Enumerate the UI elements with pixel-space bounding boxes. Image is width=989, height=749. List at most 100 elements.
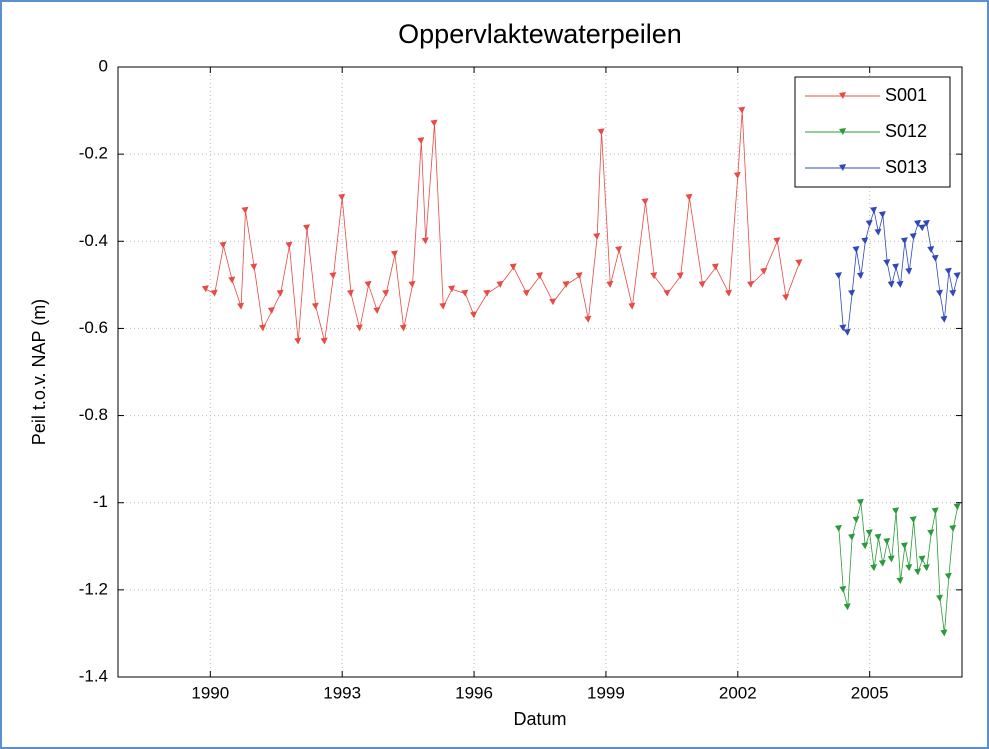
data-point: [228, 276, 236, 284]
data-point: [641, 198, 649, 206]
data-point: [303, 224, 311, 232]
data-point: [311, 302, 319, 310]
data-point: [795, 259, 803, 267]
data-point: [878, 559, 886, 567]
data-point: [953, 272, 961, 280]
data-point: [922, 219, 930, 227]
data-point: [430, 119, 438, 127]
data-point: [914, 219, 922, 227]
legend-label: S001: [885, 85, 927, 105]
data-point: [909, 232, 917, 240]
data-point: [878, 211, 886, 219]
y-tick-label: -0.8: [79, 405, 108, 424]
series-line: [205, 110, 800, 342]
data-point: [201, 285, 209, 293]
data-point: [241, 206, 249, 214]
data-point: [448, 285, 456, 293]
series-line: [838, 209, 958, 334]
y-tick-label: -0.2: [79, 144, 108, 163]
data-point: [549, 298, 557, 306]
data-point: [575, 272, 583, 280]
data-point: [399, 324, 407, 332]
data-point: [900, 237, 908, 245]
data-point: [650, 272, 658, 280]
data-point: [874, 533, 882, 541]
y-tick-label: -1.2: [79, 579, 108, 598]
data-point: [940, 315, 948, 323]
data-point: [584, 315, 592, 323]
y-tick-label: -0.4: [79, 231, 108, 250]
y-tick-label: 0: [99, 56, 108, 75]
data-point: [856, 498, 864, 506]
data-point: [285, 241, 293, 249]
data-point: [615, 246, 623, 253]
data-point: [931, 254, 939, 262]
data-point: [522, 289, 530, 297]
data-point: [408, 280, 416, 288]
legend-label: S012: [885, 121, 927, 141]
data-point: [382, 289, 390, 297]
data-point: [931, 507, 939, 515]
data-point: [870, 206, 878, 214]
data-point: [865, 529, 873, 537]
data-point: [390, 250, 398, 258]
plot-box: [117, 66, 963, 678]
data-point: [839, 585, 847, 593]
x-tick-label: 2002: [719, 683, 757, 702]
data-point: [711, 263, 719, 271]
data-point: [861, 542, 869, 550]
x-tick-label: 1999: [587, 683, 625, 702]
x-tick-label: 1996: [455, 683, 493, 702]
data-point: [892, 507, 900, 515]
data-point: [210, 289, 218, 297]
data-point: [848, 533, 856, 541]
legend-marker: [839, 92, 846, 99]
data-point: [782, 293, 790, 301]
data-point: [355, 324, 363, 332]
data-point: [852, 246, 860, 253]
data-point: [760, 267, 768, 275]
data-point: [887, 280, 895, 288]
data-point: [267, 307, 275, 314]
data-point: [883, 537, 891, 545]
data-point: [483, 289, 491, 297]
data-point: [663, 289, 671, 297]
data-point: [346, 289, 354, 297]
data-point: [496, 280, 504, 288]
data-point: [685, 193, 693, 201]
data-point: [536, 272, 543, 280]
y-tick-label: -1: [93, 492, 108, 511]
data-point: [219, 241, 227, 249]
data-point: [373, 307, 381, 314]
data-point: [834, 524, 842, 532]
data-point: [914, 568, 922, 576]
data-point: [747, 280, 754, 288]
data-point: [843, 603, 851, 611]
data-point: [944, 572, 952, 580]
data-point: [936, 594, 944, 602]
data-point: [905, 267, 913, 275]
data-point: [848, 289, 856, 297]
data-point: [949, 289, 957, 297]
data-point: [439, 302, 447, 310]
data-point: [856, 272, 864, 280]
data-point: [865, 219, 873, 227]
data-point: [738, 106, 746, 114]
legend-marker: [839, 128, 846, 135]
y-axis-label: Peil t.o.v. NAP (m): [29, 299, 49, 445]
data-point: [698, 280, 706, 288]
x-axis-label: Datum: [513, 709, 566, 729]
data-point: [294, 337, 302, 345]
data-point: [940, 629, 948, 637]
data-point: [562, 280, 570, 288]
data-point: [259, 324, 267, 332]
chart-title: Oppervlaktewaterpeilen: [398, 19, 682, 49]
data-point: [922, 564, 930, 572]
data-point: [834, 272, 842, 280]
data-point: [725, 289, 733, 297]
data-point: [276, 289, 284, 297]
data-point: [470, 311, 478, 319]
data-point: [870, 564, 878, 572]
